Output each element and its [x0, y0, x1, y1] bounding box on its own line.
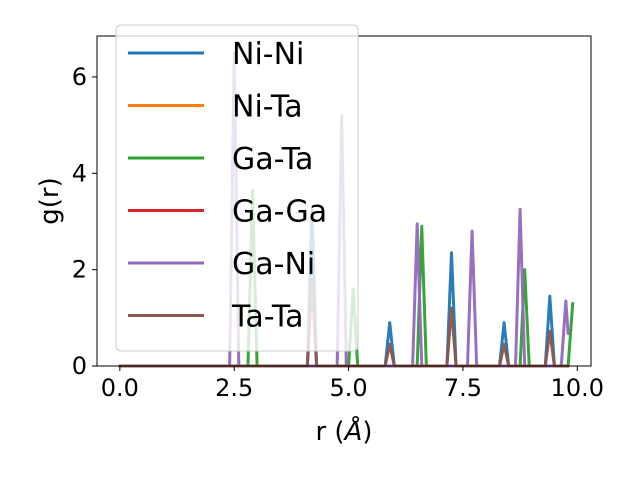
x-axis-label-text: r ( — [315, 417, 344, 447]
x-axis-ticks: 0.0 2.5 5.0 7.5 10.0 — [101, 366, 604, 402]
x-tick-label: 0.0 — [101, 374, 139, 402]
y-axis-ticks: 0 2 4 6 — [72, 63, 97, 380]
x-axis-label-unit: Å — [343, 415, 363, 447]
y-tick-label: 2 — [72, 256, 87, 284]
y-axis-label: g(r) — [35, 177, 65, 224]
legend-label-ga-ni: Ga-Ni — [232, 247, 315, 282]
x-axis-label-close: ) — [362, 417, 372, 447]
x-tick-label: 10.0 — [551, 374, 604, 402]
legend-label-ga-ga: Ga-Ga — [232, 195, 327, 230]
legend-label-ga-ta: Ga-Ta — [232, 142, 313, 177]
legend-label-ni-ni: Ni-Ni — [232, 37, 304, 72]
y-tick-label: 0 — [72, 352, 87, 380]
legend-label-ta-ta: Ta-Ta — [231, 300, 304, 335]
y-tick-label: 4 — [72, 159, 87, 187]
x-axis-label: r (Å) — [315, 415, 372, 447]
legend-label-ni-ta: Ni-Ta — [232, 90, 303, 125]
x-tick-label: 7.5 — [444, 374, 482, 402]
y-tick-label: 6 — [72, 63, 87, 91]
legend: Ni-Ni Ni-Ta Ga-Ta Ga-Ga Ga-Ni Ta-Ta — [115, 24, 359, 352]
x-tick-label: 5.0 — [329, 374, 367, 402]
x-tick-label: 2.5 — [215, 374, 253, 402]
